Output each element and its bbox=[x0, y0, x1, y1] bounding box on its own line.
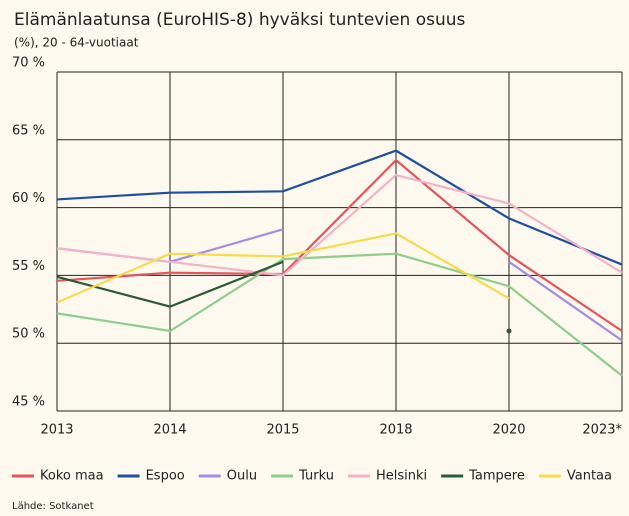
series-line bbox=[508, 260, 623, 342]
legend-label: Turku bbox=[298, 469, 334, 484]
series-line bbox=[56, 149, 623, 266]
y-tick-label: 65 % bbox=[12, 123, 45, 138]
legend-label: Helsinki bbox=[376, 469, 427, 484]
legend-label: Vantaa bbox=[567, 469, 612, 484]
chart-title: Elämänlaatunsa (EuroHIS-8) hyväksi tunte… bbox=[14, 10, 466, 30]
source: Lähde: Sotkanet bbox=[12, 501, 94, 512]
series-line bbox=[56, 158, 623, 332]
legend-label: Koko maa bbox=[40, 469, 104, 484]
legend-label: Oulu bbox=[227, 469, 257, 484]
data-point bbox=[506, 328, 512, 334]
x-tick-label: 2015 bbox=[266, 423, 299, 438]
series-line bbox=[56, 252, 623, 377]
x-tick-label: 2014 bbox=[153, 423, 186, 438]
y-tick-label: 70 % bbox=[12, 56, 45, 71]
y-tick-label: 50 % bbox=[12, 327, 45, 342]
series-line bbox=[56, 232, 510, 304]
legend-label: Tampere bbox=[468, 469, 525, 484]
x-tick-label: 2013 bbox=[40, 423, 73, 438]
chart-subtitle: (%), 20 - 64-vuotiaat bbox=[14, 36, 139, 50]
x-tick-label: 2023* bbox=[582, 423, 622, 438]
y-tick-label: 60 % bbox=[12, 191, 45, 206]
y-tick-label: 45 % bbox=[12, 395, 45, 410]
x-tick-label: 2018 bbox=[379, 423, 412, 438]
series-line bbox=[56, 173, 623, 277]
y-tick-label: 55 % bbox=[12, 259, 45, 274]
legend-label: Espoo bbox=[146, 469, 185, 484]
x-tick-label: 2020 bbox=[492, 423, 525, 438]
